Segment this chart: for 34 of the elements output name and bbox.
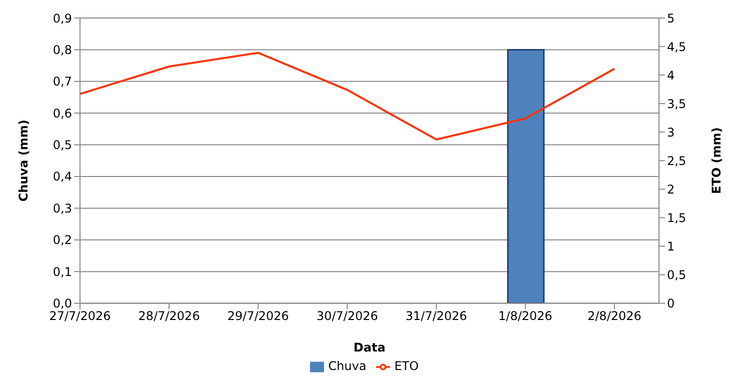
x-tick-label: 28/7/2026 [138, 308, 200, 323]
y-tick-label: 0,7 [52, 74, 72, 89]
x-axis-title: Data [354, 340, 386, 354]
legend-label: ETO [394, 359, 419, 374]
x-tick-label: 31/7/2026 [406, 308, 468, 323]
y-tick-label: 0,2 [52, 233, 72, 248]
line-series [80, 52, 616, 141]
y2-tick-label: 2 [667, 182, 675, 196]
y-tick-label: 0,8 [52, 42, 72, 57]
y2-tick-label: 0,5 [667, 268, 686, 282]
y-axis-title: Chuva (mm) [16, 120, 30, 202]
y2-tick-label: 5 [667, 11, 675, 26]
x-tick-label: 29/7/2026 [227, 308, 289, 323]
y2-tick-label: 0 [667, 296, 675, 311]
y-tick-label: 0,9 [52, 11, 72, 26]
y2-tick-label: 1 [667, 239, 675, 254]
y2-axis-title: ETO (mm) [709, 127, 724, 194]
legend-label: Chuva [328, 359, 366, 374]
y2-tick-label: 3,5 [667, 96, 686, 111]
y-tick-label: 0,4 [52, 170, 72, 184]
y2-tick-label: 3 [667, 125, 675, 140]
y2-tick-label: 4,5 [667, 40, 686, 54]
x-tick-label: 27/7/2026 [49, 308, 111, 323]
y2-tick-label: 1,5 [667, 210, 686, 225]
y-tick-label: 0,1 [52, 264, 72, 279]
y-tick-label: 0,5 [52, 138, 72, 152]
y2-tick-label: 2,5 [667, 154, 686, 168]
y-tick-label: 0,3 [52, 201, 72, 216]
y-tick-label: 0,6 [52, 106, 72, 120]
y2-tick-label: 4 [667, 68, 675, 82]
x-tick-label: 2/8/2026 [588, 308, 642, 323]
x-tick-label: 30/7/2026 [316, 308, 378, 323]
x-tick-label: 1/8/2026 [498, 308, 552, 323]
y-tick-label: 0,0 [52, 296, 72, 311]
